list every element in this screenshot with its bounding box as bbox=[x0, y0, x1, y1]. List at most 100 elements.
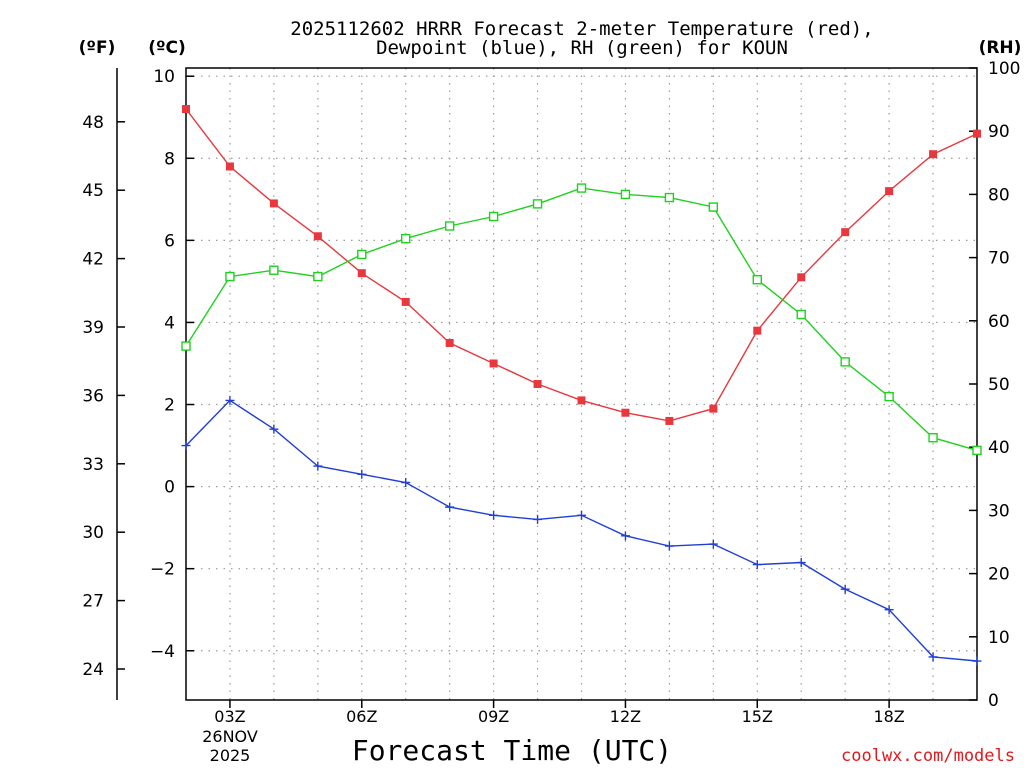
axes-layer bbox=[116, 67, 978, 701]
dewpoint-point bbox=[972, 656, 982, 666]
rh-series-line bbox=[185, 187, 978, 452]
temperature-point bbox=[797, 273, 806, 282]
rh-unit-label: (RH) bbox=[979, 38, 1022, 58]
rh-tick-label: 10 bbox=[988, 628, 1010, 648]
fahrenheit-tick-label: 36 bbox=[82, 386, 104, 406]
rh-tick-label: 0 bbox=[988, 691, 999, 711]
x-tick-label: 03Z bbox=[214, 707, 245, 726]
dewpoint-point bbox=[181, 441, 191, 451]
rh-point bbox=[796, 309, 806, 320]
ticks-layer: 1086420−2−448454239363330272410090807060… bbox=[82, 59, 1020, 726]
temperature-point bbox=[313, 232, 322, 241]
watermark-text: coolwx.com/models bbox=[841, 746, 1015, 766]
dewpoint-series-line bbox=[185, 399, 978, 662]
temperature-point bbox=[533, 380, 542, 388]
rh-point bbox=[357, 249, 367, 260]
temperature-point bbox=[182, 105, 190, 114]
temperature-point bbox=[401, 297, 410, 306]
x-tick-label: 06Z bbox=[346, 707, 377, 726]
celsius-tick-label: −4 bbox=[150, 642, 175, 662]
celsius-tick-label: 10 bbox=[153, 67, 175, 87]
celsius-tick-label: 0 bbox=[164, 478, 175, 498]
temperature-point bbox=[621, 408, 630, 417]
rh-point bbox=[752, 275, 762, 285]
x-tick-label: 09Z bbox=[478, 707, 509, 726]
fahrenheit-tick-label: 45 bbox=[82, 181, 104, 201]
celsius-tick-label: 8 bbox=[164, 149, 175, 169]
rh-point bbox=[401, 233, 411, 244]
series-layer bbox=[181, 105, 982, 666]
temperature-point bbox=[225, 162, 234, 171]
dewpoint-point bbox=[401, 477, 411, 487]
rh-point bbox=[225, 271, 235, 282]
rh-tick-label: 100 bbox=[988, 59, 1020, 79]
temperature-series-line bbox=[185, 108, 978, 422]
rh-point bbox=[444, 221, 455, 231]
temperature-point bbox=[885, 187, 894, 196]
dewpoint-point bbox=[928, 652, 938, 662]
temperature-point bbox=[269, 199, 278, 208]
dewpoint-point bbox=[533, 514, 543, 524]
rh-tick-label: 20 bbox=[988, 565, 1010, 585]
dewpoint-point bbox=[269, 424, 279, 434]
dewpoint-point bbox=[664, 541, 674, 551]
rh-point bbox=[620, 189, 631, 200]
chart-title-line1: 2025112602 HRRR Forecast 2-meter Tempera… bbox=[290, 18, 873, 40]
fahrenheit-tick-label: 33 bbox=[82, 455, 104, 475]
celsius-tick-label: 6 bbox=[164, 231, 175, 251]
date-label-line1: 26NOV bbox=[202, 727, 258, 746]
x-tick-label: 15Z bbox=[742, 707, 773, 726]
temperature-point bbox=[973, 129, 981, 138]
chart-title-line2: Dewpoint (blue), RH (green) for KOUN bbox=[376, 37, 788, 59]
rh-point bbox=[664, 192, 675, 203]
rh-point bbox=[884, 391, 894, 402]
rh-point bbox=[972, 445, 982, 456]
fahrenheit-tick-label: 42 bbox=[82, 250, 104, 270]
grid-layer bbox=[186, 68, 977, 700]
rh-tick-label: 50 bbox=[988, 375, 1010, 395]
temperature-point bbox=[665, 416, 674, 425]
rh-tick-label: 30 bbox=[988, 501, 1010, 521]
temperature-point bbox=[357, 269, 366, 278]
dewpoint-point bbox=[796, 558, 806, 568]
dewpoint-point bbox=[884, 605, 894, 615]
rh-tick-label: 90 bbox=[988, 122, 1010, 142]
rh-point bbox=[181, 341, 191, 351]
dewpoint-point bbox=[840, 584, 850, 594]
rh-tick-label: 80 bbox=[988, 185, 1010, 205]
rh-tick-label: 60 bbox=[988, 312, 1010, 332]
rh-point bbox=[576, 183, 587, 193]
rh-point bbox=[928, 433, 938, 443]
rh-point bbox=[269, 265, 279, 275]
rh-tick-label: 40 bbox=[988, 438, 1010, 458]
dewpoint-point bbox=[620, 531, 630, 541]
rh-point bbox=[313, 271, 323, 282]
fahrenheit-tick-label: 39 bbox=[82, 318, 104, 338]
temperature-point bbox=[577, 396, 586, 405]
celsius-unit-label: (ºC) bbox=[148, 38, 186, 58]
rh-point bbox=[708, 202, 719, 212]
fahrenheit-tick-label: 27 bbox=[82, 592, 104, 612]
celsius-tick-label: −2 bbox=[150, 560, 175, 580]
rh-point bbox=[488, 211, 499, 222]
fahrenheit-tick-label: 48 bbox=[82, 113, 104, 133]
dewpoint-point bbox=[313, 461, 323, 471]
dewpoint-point bbox=[357, 469, 367, 479]
x-axis-label: Forecast Time (UTC) bbox=[352, 734, 672, 767]
temperature-point bbox=[709, 404, 718, 413]
fahrenheit-tick-label: 30 bbox=[82, 523, 104, 543]
rh-point bbox=[840, 357, 850, 367]
temperature-point bbox=[929, 150, 938, 159]
dewpoint-point bbox=[708, 539, 718, 549]
dewpoint-point bbox=[225, 395, 235, 405]
x-tick-label: 12Z bbox=[610, 707, 641, 726]
celsius-tick-label: 2 bbox=[164, 396, 175, 416]
rh-tick-label: 70 bbox=[988, 249, 1010, 269]
x-tick-label: 18Z bbox=[873, 707, 904, 726]
temperature-point bbox=[489, 359, 498, 368]
dewpoint-point bbox=[577, 510, 586, 520]
fahrenheit-unit-label: (ºF) bbox=[79, 38, 116, 58]
date-label-line2: 2025 bbox=[210, 746, 251, 765]
temperature-point bbox=[841, 228, 850, 237]
